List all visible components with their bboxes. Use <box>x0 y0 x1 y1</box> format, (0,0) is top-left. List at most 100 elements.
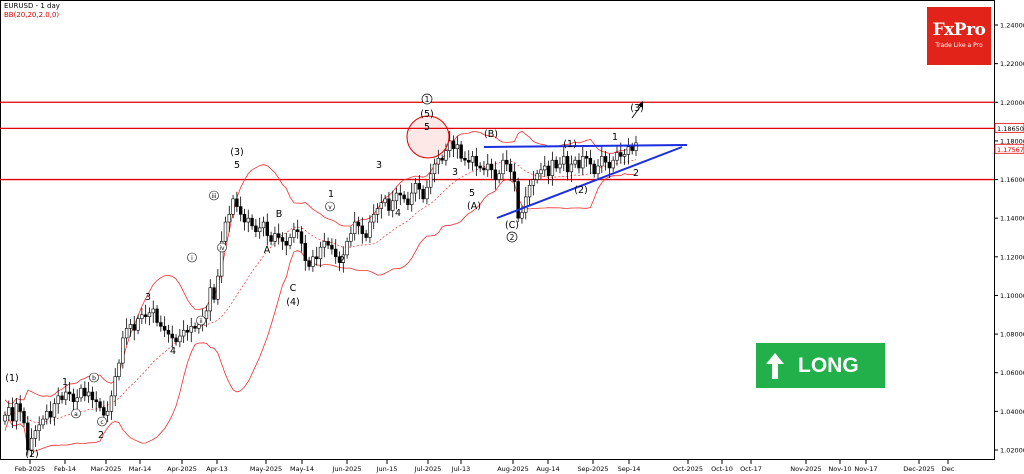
candle-body <box>238 206 243 215</box>
wave-label: (3) <box>630 103 643 114</box>
wave-label: 5 <box>424 122 430 133</box>
candle-body <box>455 144 460 149</box>
candle-body <box>311 256 315 267</box>
candle-body <box>341 254 346 263</box>
candle-body <box>410 192 414 205</box>
candle-body <box>109 395 114 412</box>
candle-body <box>603 156 608 163</box>
candle-body <box>562 156 566 165</box>
x-tick-label: Oct-17 <box>740 465 762 473</box>
y-tick-label: 1.12000 <box>1000 253 1024 261</box>
x-tick-label: Jul-2025 <box>414 465 442 473</box>
wave-label-circle <box>187 252 197 263</box>
candle-body <box>48 411 53 418</box>
wave-label: 2 <box>633 168 639 179</box>
candle-body <box>29 438 34 451</box>
candle-body <box>128 324 133 329</box>
arrow-up-icon <box>760 343 790 388</box>
candle-body <box>398 192 403 196</box>
candle-body <box>634 142 638 151</box>
candle-body <box>216 275 220 300</box>
plot-frame <box>0 0 995 460</box>
candle-body <box>474 156 479 167</box>
candle-body <box>117 362 121 377</box>
candle-body <box>288 237 292 246</box>
candle-body <box>607 161 612 169</box>
candle-body <box>37 424 41 431</box>
projection-arrow-head <box>638 101 643 108</box>
candle-body <box>303 242 307 261</box>
candle-body <box>295 229 300 233</box>
candle-body <box>615 152 619 161</box>
candle-body <box>482 167 486 171</box>
candle-body <box>543 165 547 171</box>
wave-label: (2) <box>574 185 587 196</box>
bollinger-upper <box>4 130 637 405</box>
price-tag-box <box>994 122 1024 133</box>
candle-body <box>18 403 22 412</box>
long-label: LONG <box>798 353 859 377</box>
candle-body <box>577 159 581 169</box>
x-tick-label: Aug-2025 <box>497 465 529 473</box>
price-tags: 1.18650 1.17567 <box>994 122 1024 154</box>
y-tick-label: 1.18000 <box>1000 137 1024 145</box>
candle-body <box>394 192 399 202</box>
candle-body <box>448 140 452 151</box>
candle-body <box>178 335 182 343</box>
candle-body <box>3 414 7 422</box>
candle-body <box>132 324 136 331</box>
candle-body <box>619 152 623 157</box>
x-tick-label: May-14 <box>290 465 314 473</box>
candle-body <box>45 411 49 420</box>
x-tick-label: Apr-2025 <box>167 465 197 473</box>
wave-degree-circle <box>421 93 433 105</box>
candle-body <box>94 399 98 403</box>
candle-body <box>345 241 349 256</box>
candle-body <box>64 391 68 401</box>
candle-body <box>212 287 216 300</box>
candle-body <box>467 159 471 163</box>
candle-body <box>379 202 384 209</box>
candle-body <box>83 387 87 397</box>
candle-body <box>451 140 456 149</box>
candle-body <box>121 337 125 364</box>
candle-body <box>257 227 262 233</box>
y-tick-label: 1.08000 <box>1000 331 1024 339</box>
candle-body <box>185 329 190 333</box>
wave-label-circle <box>325 201 335 212</box>
candle-body <box>505 159 509 165</box>
candle-body <box>250 217 254 227</box>
price-tag-box <box>994 143 1024 154</box>
candle-body <box>10 407 15 422</box>
bollinger-middle <box>4 159 637 423</box>
wave-label: v <box>328 204 332 211</box>
candle-body <box>273 233 277 242</box>
x-tick-label: Aug-14 <box>536 465 559 473</box>
candle-body <box>41 418 45 426</box>
price-tag-label: 1.17567 <box>997 146 1024 154</box>
candle-body <box>314 256 319 260</box>
wave-label: A <box>264 245 271 256</box>
candle-body <box>208 287 212 312</box>
candle-body <box>292 229 296 238</box>
annotations <box>406 101 688 219</box>
candle-body <box>170 333 174 339</box>
candle-body <box>159 322 163 327</box>
wave-label-circle <box>209 190 219 201</box>
wave-label: (1) <box>5 373 18 384</box>
candle-body <box>554 159 558 169</box>
candle-body <box>105 411 110 416</box>
candle-body <box>235 198 239 207</box>
x-tick-label: Nov-2025 <box>790 465 821 473</box>
candle-body <box>155 308 159 323</box>
wave-degree-circle <box>506 231 518 243</box>
candle-body <box>444 150 448 161</box>
candle-body <box>276 233 281 238</box>
candle-body <box>486 163 490 171</box>
candle-body <box>592 163 596 175</box>
wave-label-circle <box>217 242 227 253</box>
candle-body <box>573 159 577 165</box>
candle-body <box>14 403 19 422</box>
candle-body <box>459 144 463 159</box>
